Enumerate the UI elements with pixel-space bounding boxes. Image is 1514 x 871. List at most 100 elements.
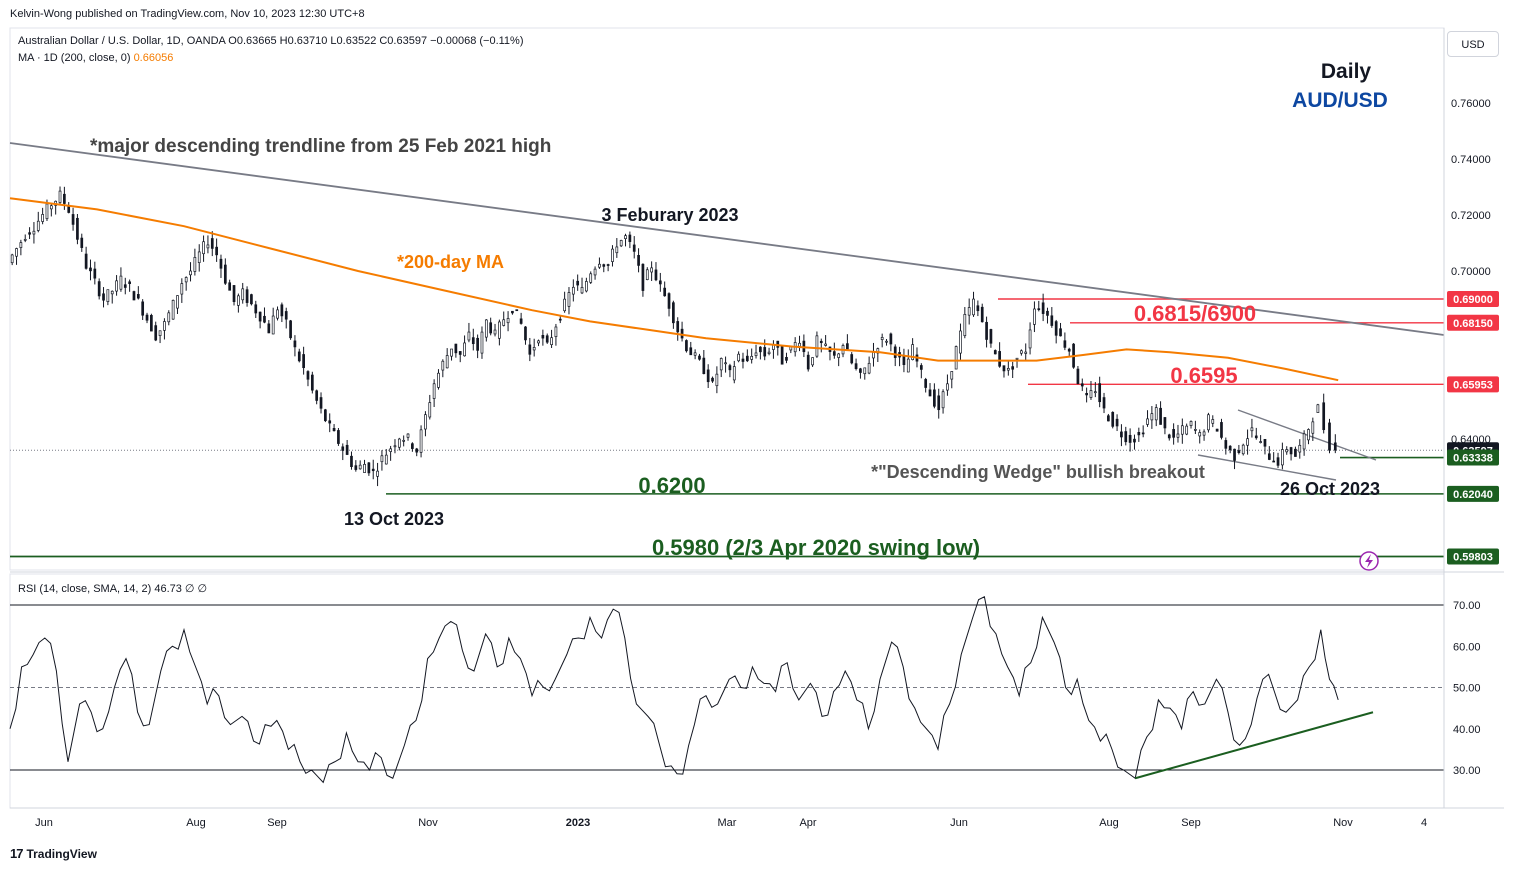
- candle-body: [328, 420, 332, 424]
- candle-body: [245, 289, 249, 303]
- candle-body: [1141, 432, 1145, 435]
- price-tag: [1447, 314, 1499, 331]
- rsi-tick-label: 30.00: [1453, 765, 1481, 777]
- price-tag-label: 0.62040: [1453, 489, 1493, 501]
- candle-body: [32, 230, 36, 235]
- candle-body: [71, 214, 75, 225]
- candle-body: [750, 355, 754, 360]
- candle-body: [1220, 422, 1223, 438]
- candle-body: [767, 351, 771, 354]
- candle-body: [276, 309, 279, 319]
- time-tick-label: Apr: [799, 817, 816, 829]
- candle-body: [119, 275, 123, 290]
- candle-body: [558, 318, 562, 321]
- candle-body: [711, 377, 714, 382]
- candle-body: [141, 301, 145, 316]
- candle-body: [76, 217, 79, 240]
- candle-body: [167, 312, 171, 323]
- time-tick-label: Jun: [950, 817, 968, 829]
- candle-body: [28, 232, 31, 235]
- candle-body: [1237, 450, 1241, 453]
- candle-body: [1163, 417, 1167, 429]
- candle-body: [672, 302, 675, 324]
- candle-body: [176, 295, 179, 309]
- candle-body: [23, 238, 27, 241]
- ma200-line: [9, 197, 1339, 382]
- candle-body: [563, 298, 566, 312]
- candle-body: [15, 248, 18, 257]
- candle-body: [737, 353, 740, 362]
- candle-body: [467, 331, 471, 341]
- candle-body: [1207, 414, 1210, 431]
- candle-body: [959, 330, 962, 354]
- candle-body: [215, 246, 218, 256]
- candle-body: [1146, 418, 1149, 425]
- candle-body: [950, 371, 954, 380]
- candle-body: [1328, 422, 1331, 451]
- candle-body: [524, 326, 527, 341]
- candle-body: [889, 333, 893, 345]
- candle-body: [615, 246, 619, 254]
- rsi-tick-label: 40.00: [1453, 724, 1481, 736]
- candle-body: [637, 255, 640, 266]
- wedge-lower-line: [1197, 454, 1337, 481]
- candle-body: [437, 372, 440, 388]
- candle-body: [393, 445, 397, 448]
- candle-body: [1059, 328, 1062, 337]
- candle-body: [911, 344, 914, 361]
- candle-body: [680, 328, 684, 339]
- candle-body: [1233, 448, 1236, 461]
- candle-body: [1093, 391, 1097, 394]
- candle-body: [432, 383, 436, 399]
- candle-body: [985, 321, 988, 340]
- annotation-trendline: *major descending trendline from 25 Feb …: [90, 136, 551, 157]
- candle-body: [859, 368, 862, 373]
- candle-body: [502, 319, 506, 326]
- candle-body: [267, 323, 271, 334]
- candle-body: [189, 270, 192, 276]
- candle-body: [819, 340, 823, 344]
- candle-body: [10, 254, 14, 264]
- candle-body: [606, 264, 610, 266]
- candle-body: [471, 337, 475, 345]
- candle-body: [506, 318, 510, 324]
- time-tick-label: 4: [1421, 817, 1427, 829]
- candle-body: [84, 253, 88, 269]
- annotation-support-5980: 0.5980 (2/3 Apr 2020 swing low): [652, 535, 980, 560]
- candle-body: [428, 402, 432, 418]
- candle-body: [1263, 438, 1267, 447]
- candle-body: [363, 463, 366, 473]
- candle-body: [667, 293, 671, 309]
- candle-body: [136, 294, 140, 299]
- candle-body: [880, 337, 884, 340]
- candle-body: [1037, 308, 1041, 311]
- candle-body: [1172, 429, 1175, 438]
- candle-body: [941, 391, 945, 409]
- candle-body: [906, 358, 910, 373]
- candle-body: [1046, 310, 1049, 316]
- candle-body: [602, 264, 606, 267]
- candle-body: [397, 438, 401, 448]
- tradingview-logo[interactable]: 17 TradingView: [10, 846, 97, 861]
- price-tag-label: 0.63338: [1453, 453, 1493, 465]
- currency-button[interactable]: USD: [1447, 31, 1499, 57]
- candle-body: [354, 465, 358, 470]
- candle-body: [963, 313, 967, 337]
- symbol-legend: Australian Dollar / U.S. Dollar, 1D, OAN…: [18, 35, 524, 47]
- candle-body: [798, 342, 801, 347]
- candle-body: [1120, 431, 1123, 438]
- candle-body: [928, 389, 932, 397]
- candle-body: [593, 268, 597, 276]
- candle-body: [145, 314, 149, 321]
- candle-body: [158, 330, 162, 336]
- candle-body: [489, 322, 493, 334]
- rsi-legend: RSI (14, close, SMA, 14, 2) 46.73 ∅ ∅: [18, 583, 208, 595]
- candle-body: [902, 356, 906, 365]
- annotation-wedge: *"Descending Wedge" bullish breakout: [871, 462, 1205, 482]
- candle-body: [128, 281, 131, 285]
- candle-body: [1224, 440, 1228, 449]
- candle-body: [480, 331, 484, 354]
- candle-body: [389, 448, 392, 452]
- candle-body: [454, 343, 458, 354]
